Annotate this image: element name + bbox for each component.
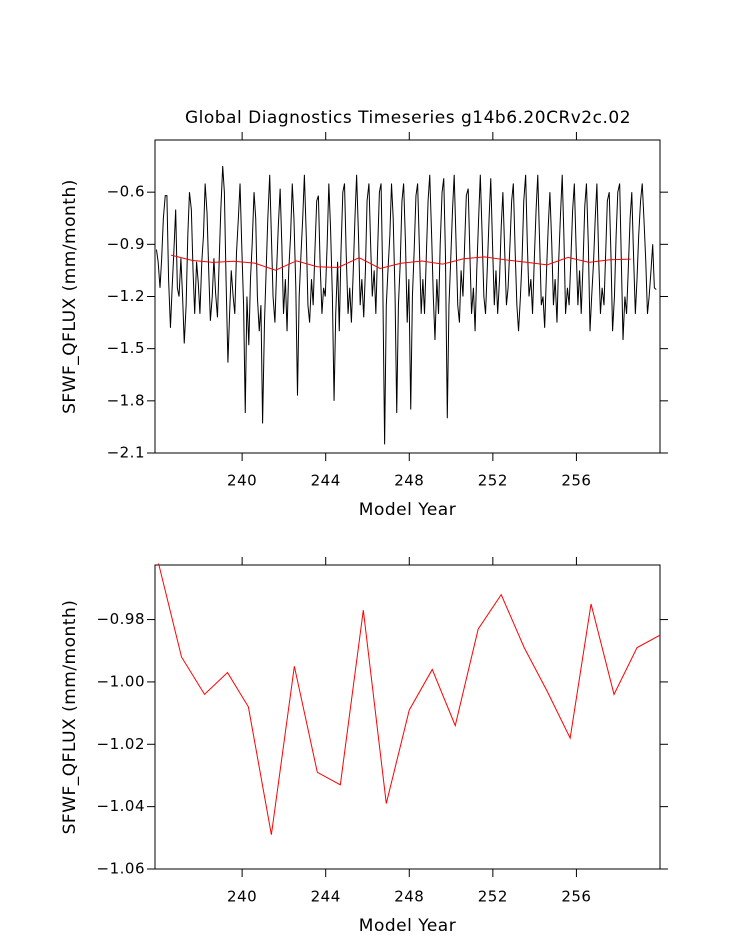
x-tick-label: 240 bbox=[227, 888, 257, 906]
x-tick-label: 244 bbox=[311, 472, 341, 490]
y-tick-label: −0.98 bbox=[97, 610, 145, 628]
x-tick-label: 256 bbox=[561, 472, 591, 490]
series-line bbox=[155, 166, 657, 445]
y-axis-label: SFWF_QFLUX (mm/month) bbox=[60, 179, 80, 414]
x-tick-label: 252 bbox=[478, 472, 508, 490]
y-tick-label: −0.9 bbox=[107, 235, 145, 253]
chart-title: Global Diagnostics Timeseries g14b6.20CR… bbox=[185, 108, 631, 128]
y-tick-label: −1.2 bbox=[107, 287, 145, 305]
x-tick-label: 248 bbox=[394, 888, 424, 906]
y-tick-label: −2.1 bbox=[107, 444, 145, 462]
y-tick-label: −0.6 bbox=[107, 183, 145, 201]
y-tick-label: −1.02 bbox=[97, 735, 145, 753]
y-axis-label: SFWF_QFLUX (mm/month) bbox=[60, 600, 80, 835]
y-tick-label: −1.8 bbox=[107, 391, 145, 409]
x-tick-label: 252 bbox=[478, 888, 508, 906]
x-tick-label: 256 bbox=[561, 888, 591, 906]
plot-frame bbox=[154, 564, 661, 870]
y-tick-label: −1.06 bbox=[97, 860, 145, 878]
y-tick-label: −1.04 bbox=[97, 797, 145, 815]
x-axis-label: Model Year bbox=[359, 916, 456, 936]
x-tick-label: 240 bbox=[227, 472, 257, 490]
x-tick-label: 248 bbox=[394, 472, 424, 490]
y-tick-label: −1.5 bbox=[107, 339, 145, 357]
series-line bbox=[170, 254, 631, 271]
y-tick-label: −1.00 bbox=[97, 672, 145, 690]
x-tick-label: 244 bbox=[311, 888, 341, 906]
x-axis-label: Model Year bbox=[359, 500, 456, 520]
series-line bbox=[158, 563, 661, 835]
